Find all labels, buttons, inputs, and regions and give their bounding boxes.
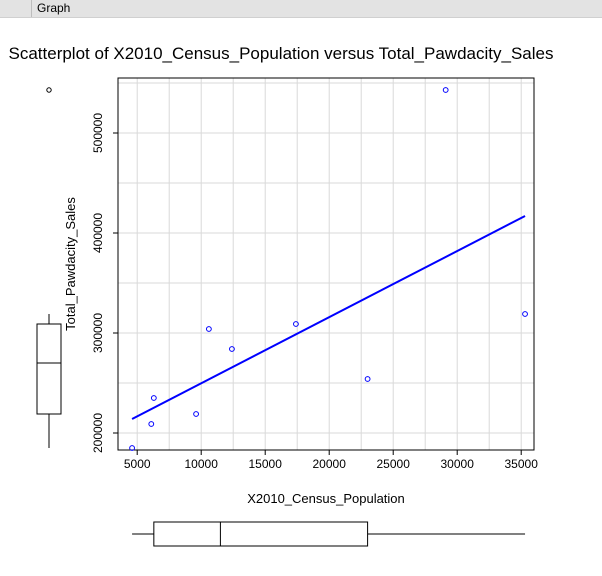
tab-graph[interactable]: Graph <box>31 0 78 17</box>
y-tick-label: 200000 <box>91 413 105 453</box>
data-point <box>205 326 212 332</box>
tab-bar: Graph <box>0 0 602 18</box>
y-tick-label: 400000 <box>91 213 105 253</box>
x-tick-label: 5000 <box>124 457 151 471</box>
y-boxplot-outlier <box>46 87 52 93</box>
data-point <box>364 376 371 382</box>
data-point <box>129 445 135 451</box>
y-tick-label: 300000 <box>91 313 105 353</box>
grid <box>118 78 534 450</box>
x-tick-label: 15000 <box>249 457 283 471</box>
x-tick-label: 10000 <box>185 457 219 471</box>
chart-title: Scatterplot of X2010_Census_Population v… <box>9 44 554 63</box>
x-tick-label: 25000 <box>377 457 411 471</box>
x-axis-boxplot <box>132 521 526 547</box>
data-point <box>442 87 449 93</box>
y-tick-label: 500000 <box>91 113 105 153</box>
data-point <box>148 421 155 427</box>
data-point <box>150 395 157 401</box>
x-boxplot-box <box>153 521 369 547</box>
data-points <box>129 87 528 451</box>
x-tick-label: 35000 <box>505 457 539 471</box>
x-axis-ticks: 5000 10000 15000 20000 25000 30000 35000 <box>124 450 538 471</box>
data-point <box>193 411 199 417</box>
data-point <box>229 346 235 352</box>
x-tick-label: 20000 <box>313 457 347 471</box>
regression-line <box>131 215 526 420</box>
plot-frame <box>117 77 535 451</box>
data-point <box>522 311 528 317</box>
x-axis-label: X2010_Census_Population <box>247 491 405 506</box>
data-point <box>293 321 299 327</box>
y-axis-boxplot <box>36 87 62 448</box>
x-tick-label: 30000 <box>441 457 475 471</box>
y-axis-label: Total_Pawdacity_Sales <box>63 197 78 331</box>
y-axis-ticks: 200000 300000 400000 500000 <box>91 113 118 453</box>
y-boxplot-box <box>36 323 62 415</box>
